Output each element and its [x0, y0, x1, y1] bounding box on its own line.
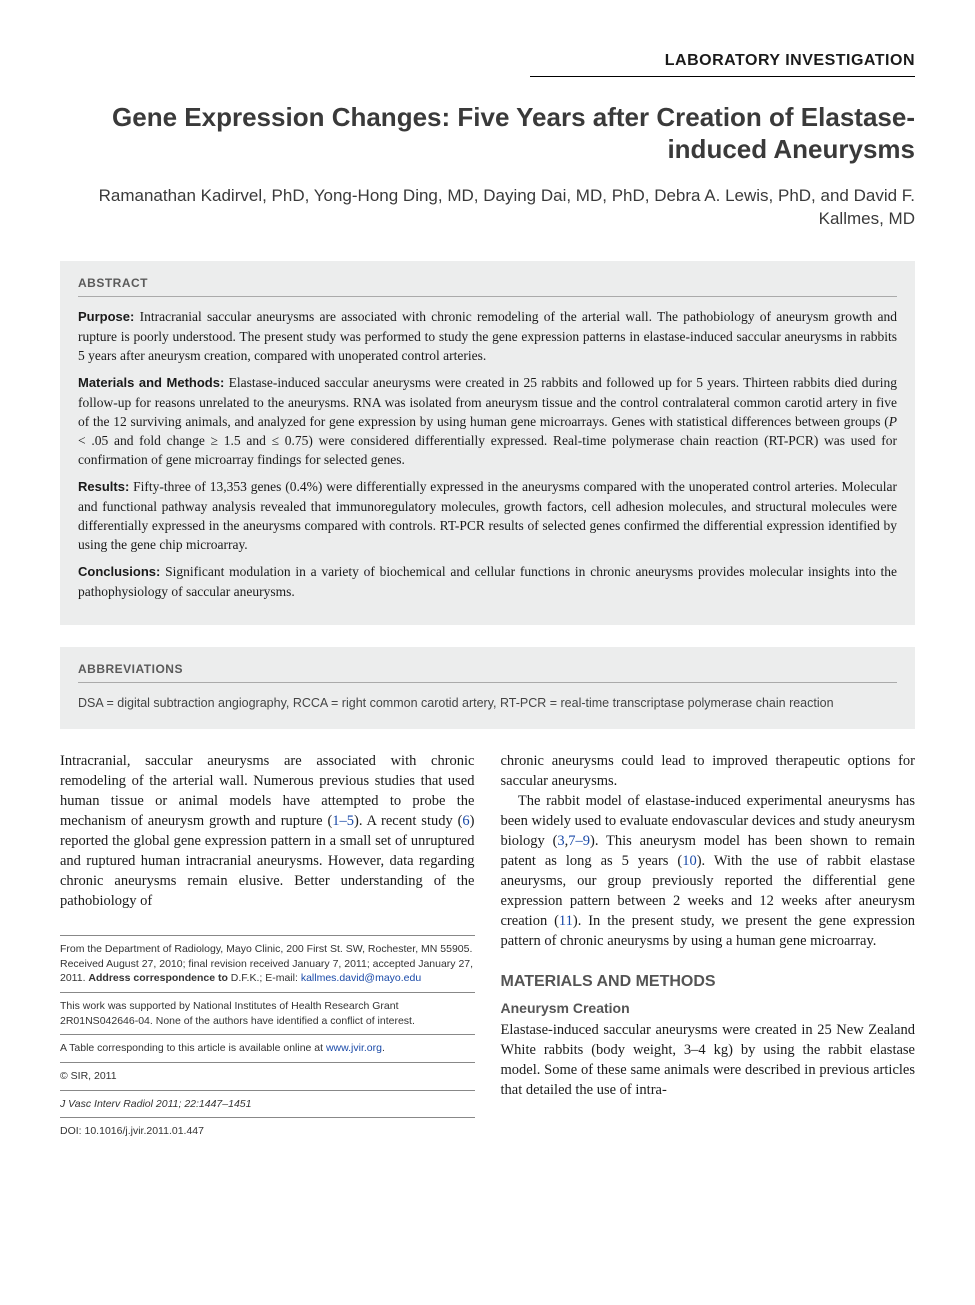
aneurysm-creation-heading: Aneurysm Creation [501, 999, 916, 1018]
fn1-b: D.F.K.; E-mail: [228, 972, 301, 984]
abstract-results: Results: Fifty-three of 13,353 genes (0.… [78, 477, 897, 554]
fn1-bold: Address correspondence to [88, 972, 227, 984]
citation-6[interactable]: 6 [462, 813, 469, 829]
purpose-label: Purpose: [78, 309, 134, 324]
citation-3[interactable]: 3 [557, 833, 564, 849]
footnote-affiliation: From the Department of Radiology, Mayo C… [60, 935, 475, 986]
abstract-purpose: Purpose: Intracranial saccular aneurysms… [78, 307, 897, 365]
methods-text-b: < .05 and fold change ≥ 1.5 and ≤ 0.75) … [78, 433, 897, 467]
citation-1-5[interactable]: 1–5 [332, 813, 354, 829]
journal-citation: J Vasc Interv Radiol 2011; 22:1447–1451 [60, 1098, 251, 1110]
abstract-label: ABSTRACT [78, 275, 897, 297]
author-list: Ramanathan Kadirvel, PhD, Yong-Hong Ding… [60, 184, 915, 232]
methods-paragraph-1: Elastase-induced saccular aneurysms were… [501, 1020, 916, 1100]
purpose-text: Intracranial saccular aneurysms are asso… [78, 309, 897, 363]
fn3-a: A Table corresponding to this article is… [60, 1042, 326, 1054]
article-category: LABORATORY INVESTIGATION [530, 50, 915, 77]
footnotes-block: From the Department of Radiology, Mayo C… [60, 935, 475, 1139]
citation-10[interactable]: 10 [682, 853, 697, 869]
abstract-conclusions: Conclusions: Significant modulation in a… [78, 562, 897, 601]
citation-11[interactable]: 11 [559, 913, 573, 929]
methods-p-italic: P [889, 414, 897, 429]
intro-paragraph-1: Intracranial, saccular aneurysms are ass… [60, 751, 475, 911]
citation-7-9[interactable]: 7–9 [568, 833, 590, 849]
conclusions-text: Significant modulation in a variety of b… [78, 564, 897, 598]
results-label: Results: [78, 479, 129, 494]
methods-label: Materials and Methods: [78, 375, 224, 390]
results-text: Fifty-three of 13,353 genes (0.4%) were … [78, 479, 897, 552]
p1-text-d: chronic aneurysms could lead to improved… [501, 753, 916, 789]
intro-paragraph-1-cont: chronic aneurysms could lead to improved… [501, 751, 916, 791]
materials-methods-heading: MATERIALS AND METHODS [501, 971, 916, 993]
p1-text-b: ). A recent study ( [354, 813, 462, 829]
conclusions-label: Conclusions: [78, 564, 160, 579]
fn3-b: . [382, 1042, 385, 1054]
footnote-citation: J Vasc Interv Radiol 2011; 22:1447–1451 [60, 1090, 475, 1112]
body-columns: Intracranial, saccular aneurysms are ass… [60, 751, 915, 1145]
abbreviations-text: DSA = digital subtraction angiography, R… [78, 693, 897, 713]
abstract-box: ABSTRACT Purpose: Intracranial saccular … [60, 261, 915, 625]
abbreviations-box: ABBREVIATIONS DSA = digital subtraction … [60, 647, 915, 729]
intro-paragraph-2: The rabbit model of elastase-induced exp… [501, 791, 916, 951]
correspondence-email[interactable]: kallmes.david@mayo.edu [301, 972, 421, 984]
footnote-supplement: A Table corresponding to this article is… [60, 1034, 475, 1056]
abbreviations-label: ABBREVIATIONS [78, 661, 897, 683]
footnote-copyright: © SIR, 2011 [60, 1062, 475, 1084]
article-title: Gene Expression Changes: Five Years afte… [60, 101, 915, 166]
footnote-doi: DOI: 10.1016/j.jvir.2011.01.447 [60, 1117, 475, 1139]
abstract-methods: Materials and Methods: Elastase-induced … [78, 373, 897, 469]
jvir-link[interactable]: www.jvir.org [326, 1042, 382, 1054]
footnote-funding: This work was supported by National Inst… [60, 992, 475, 1028]
